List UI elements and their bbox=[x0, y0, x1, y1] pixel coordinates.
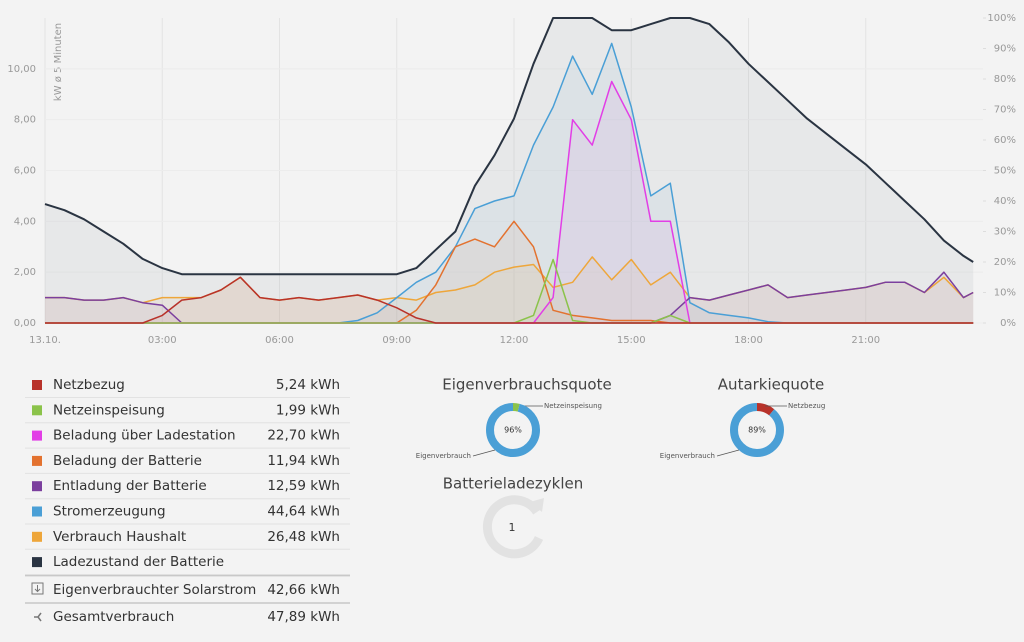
series-area bbox=[45, 256, 974, 323]
series-area bbox=[45, 18, 974, 323]
slice-label: Eigenverbrauch bbox=[416, 452, 471, 460]
leader-line bbox=[472, 449, 496, 457]
legend-swatch bbox=[32, 481, 42, 492]
y-tick-label: 8,00 bbox=[14, 115, 36, 126]
x-tick-label: 13.10. bbox=[29, 335, 61, 346]
donut-title: Autarkiequote bbox=[718, 376, 824, 394]
plug-icon bbox=[34, 612, 42, 622]
x-tick-label: 12:00 bbox=[500, 335, 529, 346]
y2-tick-label: 60% bbox=[994, 135, 1016, 146]
cycle-icon bbox=[482, 495, 544, 559]
x-tick-label: 06:00 bbox=[265, 335, 294, 346]
y-axis-title: kW ø 5 Minuten bbox=[53, 23, 64, 101]
y2-tick-label: 50% bbox=[994, 166, 1016, 177]
legend-swatch bbox=[32, 405, 42, 416]
slice-label: Netzbezug bbox=[788, 402, 825, 410]
slice-label: Netzeinspeisung bbox=[544, 402, 602, 410]
cycles-title: Batterieladezyklen bbox=[443, 475, 584, 493]
y2-tick-label: 30% bbox=[994, 227, 1016, 238]
cycle-icon-arrow bbox=[530, 498, 544, 512]
solar-icon-arrow bbox=[34, 585, 41, 593]
cycles-value: 1 bbox=[509, 521, 516, 534]
y2-tick-label: 100% bbox=[987, 13, 1016, 24]
summary-label: Gesamtverbrauch bbox=[53, 609, 174, 625]
y2-tick-label: 70% bbox=[994, 105, 1016, 116]
solar-icon bbox=[31, 582, 44, 595]
summary-value: 42,66 kWh bbox=[267, 582, 340, 598]
legend-swatch bbox=[32, 380, 42, 390]
leader-line bbox=[716, 449, 740, 457]
legend-label: Netzbezug bbox=[53, 377, 125, 393]
slice-label: Eigenverbrauch bbox=[660, 452, 715, 460]
legend-label: Beladung der Batterie bbox=[53, 453, 202, 469]
series-area bbox=[45, 277, 974, 323]
legend-total: 1,99 kWh bbox=[276, 402, 340, 418]
series-area bbox=[45, 43, 974, 324]
legend-label: Entladung der Batterie bbox=[53, 478, 207, 494]
series-line bbox=[45, 276, 974, 324]
x-tick-label: 18:00 bbox=[734, 335, 763, 346]
summary-label: Eigenverbrauchter Solarstrom bbox=[53, 582, 256, 598]
legend-label: Verbrauch Haushalt bbox=[53, 529, 186, 545]
legend-total: 44,64 kWh bbox=[267, 504, 340, 520]
y2-tick-label: 80% bbox=[994, 74, 1016, 85]
legend-total: 26,48 kWh bbox=[267, 529, 340, 545]
y2-tick-label: 40% bbox=[994, 196, 1016, 207]
series-area bbox=[45, 221, 974, 323]
donut-slice bbox=[730, 403, 784, 457]
y-tick-label: 4,00 bbox=[14, 216, 36, 227]
series-area bbox=[45, 272, 974, 323]
y2-tick-label: 90% bbox=[994, 44, 1016, 55]
donut-slice bbox=[486, 403, 540, 457]
legend-total: 12,59 kWh bbox=[267, 478, 340, 494]
summary-value: 47,89 kWh bbox=[267, 609, 340, 625]
legend-swatch bbox=[32, 557, 42, 568]
y-tick-label: 10,00 bbox=[7, 64, 36, 75]
legend-swatch bbox=[32, 506, 42, 517]
donut-title: Eigenverbrauchsquote bbox=[442, 376, 611, 394]
x-tick-label: 03:00 bbox=[148, 335, 177, 346]
legend-label: Beladung über Ladestation bbox=[53, 428, 236, 444]
legend-total: 22,70 kWh bbox=[267, 428, 340, 444]
legend-swatch bbox=[32, 455, 42, 466]
y2-tick-label: 10% bbox=[994, 288, 1016, 299]
legend-label: Ladezustand der Batterie bbox=[53, 554, 224, 570]
x-tick-label: 09:00 bbox=[382, 335, 411, 346]
x-tick-label: 15:00 bbox=[617, 335, 646, 346]
x-tick-label: 21:00 bbox=[851, 335, 880, 346]
donut-center-label: 96% bbox=[504, 426, 522, 435]
legend-label: Stromerzeugung bbox=[53, 504, 166, 520]
legend-total: 11,94 kWh bbox=[267, 453, 340, 469]
legend-swatch bbox=[32, 531, 42, 542]
legend-swatch bbox=[32, 430, 42, 441]
legend-total: 5,24 kWh bbox=[276, 377, 340, 393]
y-tick-label: 6,00 bbox=[14, 166, 36, 177]
donut-center-label: 89% bbox=[748, 426, 766, 435]
y-tick-label: 0,00 bbox=[14, 318, 36, 329]
y-tick-label: 2,00 bbox=[14, 267, 36, 278]
y2-tick-label: 0% bbox=[1000, 318, 1016, 329]
y2-tick-label: 20% bbox=[994, 257, 1016, 268]
series-line bbox=[44, 17, 974, 276]
legend-label: Netzeinspeisung bbox=[53, 402, 165, 418]
